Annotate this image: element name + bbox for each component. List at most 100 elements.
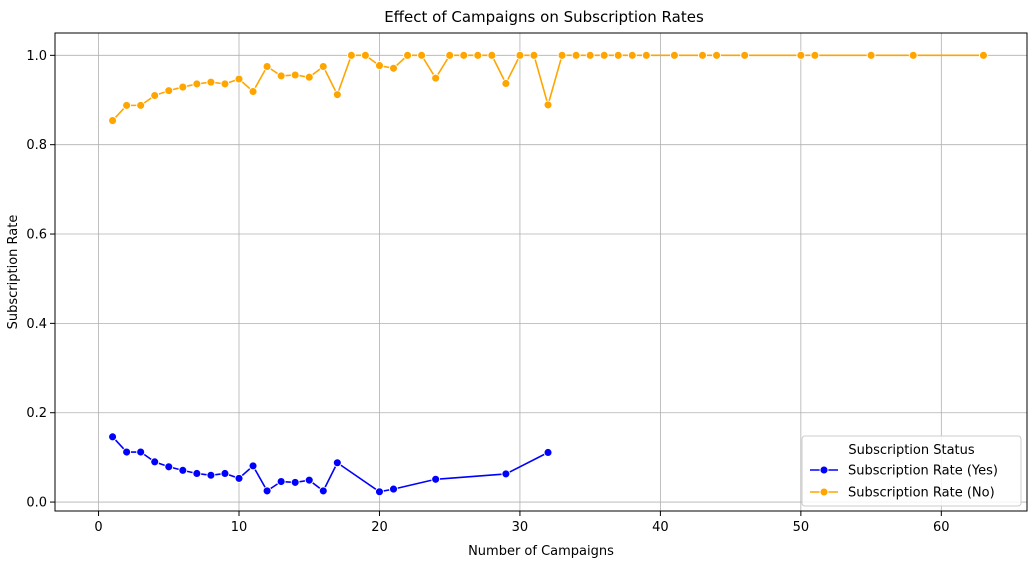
series-yes bbox=[108, 432, 553, 497]
data-point bbox=[346, 50, 356, 60]
legend-entry: Subscription Rate (No) bbox=[810, 486, 995, 501]
y-tick-label: 0.0 bbox=[26, 496, 47, 511]
legend-entry: Subscription Rate (Yes) bbox=[810, 464, 998, 479]
data-point bbox=[276, 71, 286, 81]
plot-area-frame bbox=[54, 32, 1028, 512]
x-tick-label: 50 bbox=[793, 520, 810, 535]
x-tick-label: 0 bbox=[94, 520, 102, 535]
data-point bbox=[304, 72, 314, 82]
data-point bbox=[108, 116, 118, 126]
data-point bbox=[417, 50, 427, 60]
data-point bbox=[979, 50, 988, 60]
x-tick-label: 60 bbox=[933, 520, 950, 535]
data-point bbox=[740, 50, 750, 60]
data-point bbox=[332, 90, 342, 100]
legend-box bbox=[801, 435, 1022, 507]
data-point bbox=[543, 448, 553, 457]
data-point bbox=[136, 447, 146, 457]
data-point bbox=[712, 50, 722, 60]
y-tick-label: 0.6 bbox=[26, 228, 47, 243]
data-point bbox=[866, 50, 876, 60]
data-point bbox=[276, 477, 286, 486]
data-point bbox=[627, 50, 637, 60]
data-point bbox=[585, 50, 595, 60]
data-point bbox=[122, 100, 132, 110]
data-point bbox=[262, 62, 272, 71]
y-axis-label: Subscription Rate bbox=[6, 215, 21, 330]
legend-label: Subscription Rate (Yes) bbox=[848, 464, 998, 479]
data-point bbox=[206, 77, 216, 87]
data-point bbox=[543, 100, 553, 110]
data-point bbox=[234, 473, 244, 483]
data-point bbox=[150, 91, 160, 100]
data-point bbox=[501, 469, 511, 479]
data-point bbox=[332, 458, 342, 468]
legend-title: Subscription Status bbox=[848, 443, 975, 458]
y-tick-label: 0.8 bbox=[26, 138, 47, 153]
data-point bbox=[669, 50, 679, 60]
series-line bbox=[112, 54, 984, 122]
data-point bbox=[571, 50, 581, 60]
y-tick-label: 1.0 bbox=[26, 49, 47, 64]
data-point bbox=[192, 469, 202, 478]
data-point bbox=[501, 79, 511, 88]
data-point bbox=[178, 82, 188, 92]
data-point bbox=[796, 50, 806, 60]
data-point bbox=[698, 50, 707, 60]
data-point bbox=[389, 484, 398, 494]
data-point bbox=[122, 447, 132, 457]
series-layer bbox=[108, 50, 988, 497]
data-point bbox=[192, 79, 202, 89]
data-point bbox=[318, 486, 328, 496]
x-tick-label: 20 bbox=[371, 520, 388, 535]
data-point bbox=[248, 461, 258, 471]
data-point bbox=[220, 79, 230, 89]
data-point bbox=[389, 63, 398, 73]
data-point bbox=[178, 465, 188, 475]
x-tick-label: 10 bbox=[231, 520, 248, 535]
y-tick-label: 0.4 bbox=[26, 317, 47, 332]
data-point bbox=[304, 475, 314, 485]
axis-ticks: 0 10 20 30 40 50 60 0.0 0.2 0.4 0.6 0.8 1.0 bbox=[26, 49, 949, 535]
data-point bbox=[234, 74, 244, 84]
series-line bbox=[112, 436, 549, 493]
legend-entries: Subscription Rate (Yes) Subscription Rate… bbox=[810, 464, 998, 501]
data-point bbox=[375, 61, 384, 71]
data-point bbox=[360, 50, 370, 60]
data-point bbox=[290, 477, 300, 487]
x-axis-label: Number of Campaigns bbox=[468, 544, 614, 559]
data-point bbox=[150, 457, 160, 467]
series-no bbox=[108, 50, 988, 126]
x-tick-label: 40 bbox=[652, 520, 669, 535]
data-point bbox=[290, 70, 300, 80]
data-point bbox=[164, 86, 174, 96]
data-point bbox=[431, 73, 441, 83]
data-point bbox=[318, 62, 328, 71]
data-point bbox=[445, 50, 455, 60]
y-tick-label: 0.2 bbox=[26, 406, 47, 421]
legend: Subscription Status Subscription Rate (Y… bbox=[801, 435, 1022, 507]
data-point bbox=[164, 462, 174, 472]
data-point bbox=[599, 50, 609, 60]
data-point bbox=[487, 50, 497, 60]
legend-swatch-marker bbox=[819, 465, 829, 475]
data-point bbox=[431, 474, 441, 484]
data-point bbox=[810, 50, 820, 60]
data-point bbox=[206, 470, 216, 480]
data-point bbox=[557, 50, 567, 60]
legend-swatch-marker bbox=[819, 487, 829, 497]
data-point bbox=[908, 50, 918, 60]
data-point bbox=[262, 486, 272, 496]
legend-label: Subscription Rate (No) bbox=[848, 486, 995, 501]
x-tick-label: 30 bbox=[512, 520, 529, 535]
data-point bbox=[248, 87, 258, 96]
data-point bbox=[613, 50, 623, 60]
data-point bbox=[220, 469, 230, 478]
data-point bbox=[403, 50, 413, 60]
data-point bbox=[459, 50, 469, 60]
data-point bbox=[473, 50, 483, 60]
data-point bbox=[136, 100, 146, 110]
data-point bbox=[108, 432, 118, 442]
